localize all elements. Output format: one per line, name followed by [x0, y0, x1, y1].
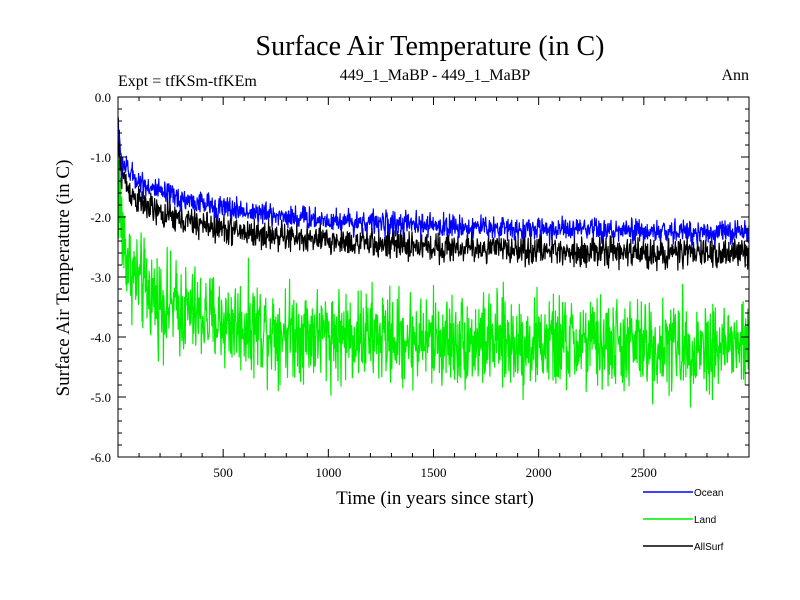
legend-label-allsurf: AllSurf [694, 542, 724, 553]
legend-label-ocean: Ocean [694, 488, 723, 499]
x-tick-label: 2000 [526, 465, 552, 480]
legend-label-land: Land [694, 515, 716, 526]
chart-title: Surface Air Temperature (in C) [256, 31, 605, 62]
ticks-group: 500 1000 1500 2000 2500 0.0 -1.0 -2.0 -3.0 -4.0 -5… [90, 90, 749, 480]
y-tick-label: -6.0 [90, 450, 111, 465]
y-tick-label: -4.0 [90, 330, 111, 345]
x-tick-label: 1500 [421, 465, 447, 480]
y-tick-label: -1.0 [90, 150, 111, 165]
experiment-comparison-label: 449_1_MaBP - 449_1_MaBP [340, 67, 531, 84]
y-tick-label: -5.0 [90, 390, 111, 405]
period-label: Ann [721, 67, 749, 84]
x-tick-label: 1000 [315, 465, 341, 480]
y-axis-label: Surface Air Temperature (in C) [53, 160, 74, 397]
x-tick-label: 500 [213, 465, 233, 480]
plot-frame [117, 96, 750, 458]
series-line-allsurf [117, 117, 750, 272]
y-tick-label: -2.0 [90, 210, 111, 225]
legend: Ocean Land AllSurf [643, 488, 724, 553]
series-line-land [117, 145, 750, 408]
experiment-label: Expt = tfKSm-tfKEm [118, 73, 257, 90]
y-tick-label: 0.0 [95, 90, 111, 105]
y-tick-label: -3.0 [90, 270, 111, 285]
x-tick-label: 2500 [631, 465, 657, 480]
series-group [117, 116, 750, 408]
series-line-ocean [117, 116, 750, 249]
x-axis-label: Time (in years since start) [336, 488, 534, 509]
